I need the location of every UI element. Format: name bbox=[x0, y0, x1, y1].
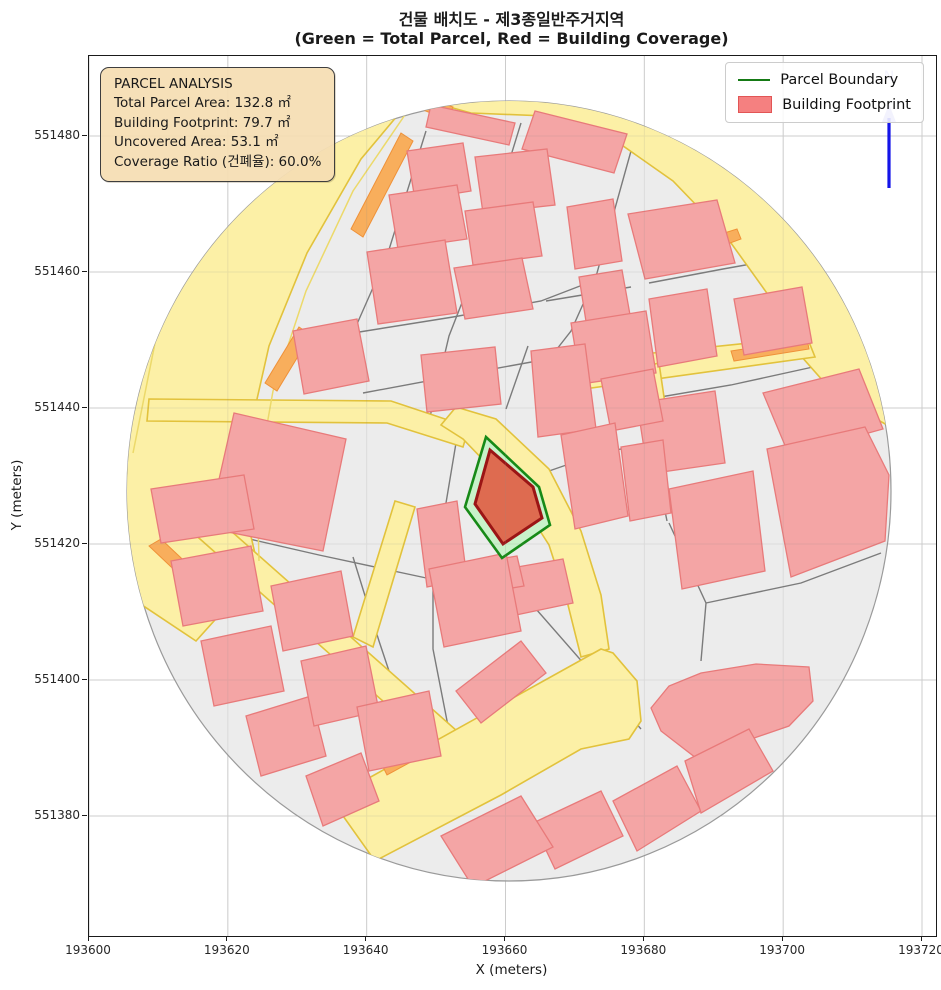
y-tick-mark bbox=[82, 678, 87, 680]
y-tick-label: 551480 bbox=[34, 128, 80, 142]
green-line-swatch bbox=[738, 79, 771, 81]
parcel-analysis-title: PARCEL ANALYSIS bbox=[114, 76, 233, 92]
x-axis-label: X (meters) bbox=[475, 962, 548, 978]
highlighted-building bbox=[473, 447, 544, 547]
chart-title: 건물 배치도 - 제3종일반주거지역 bbox=[398, 10, 625, 29]
x-tick-label: 193680 bbox=[620, 943, 667, 957]
coverage-ratio: Coverage Ratio (건폐율): 60.0% bbox=[114, 153, 322, 170]
x-tick-mark bbox=[87, 936, 89, 941]
x-tick-label: 193700 bbox=[759, 943, 806, 957]
legend-label: Building Footprint bbox=[782, 96, 911, 113]
y-tick-mark bbox=[82, 814, 87, 816]
legend-item-parcel-boundary: Parcel Boundary bbox=[738, 72, 911, 88]
uncovered-area: Uncovered Area: 53.1 ㎡ bbox=[114, 134, 279, 151]
y-axis-label: Y (meters) bbox=[9, 459, 25, 531]
x-tick-label: 193620 bbox=[203, 943, 250, 957]
map-svg: N bbox=[89, 56, 936, 936]
y-tick-mark bbox=[82, 406, 87, 408]
red-patch-swatch bbox=[738, 96, 773, 113]
x-tick-label: 193660 bbox=[481, 943, 528, 957]
legend: Parcel Boundary Building Footprint bbox=[725, 62, 924, 123]
y-tick-mark bbox=[82, 542, 87, 544]
x-tick-mark bbox=[365, 936, 367, 941]
x-tick-mark bbox=[920, 936, 922, 941]
building-footprint-area: Building Footprint: 79.7 ㎡ bbox=[114, 114, 291, 131]
y-tick-label: 551440 bbox=[34, 400, 80, 414]
plot-area: N bbox=[88, 55, 937, 937]
y-tick-label: 551380 bbox=[34, 808, 80, 822]
legend-item-building-footprint: Building Footprint bbox=[738, 96, 911, 113]
y-tick-label: 551460 bbox=[34, 264, 80, 278]
x-tick-mark bbox=[642, 936, 644, 941]
x-tick-label: 193600 bbox=[65, 943, 111, 957]
legend-label: Parcel Boundary bbox=[780, 72, 899, 88]
y-tick-mark bbox=[82, 134, 87, 136]
total-parcel-area: Total Parcel Area: 132.8 ㎡ bbox=[114, 95, 291, 112]
x-tick-label: 193640 bbox=[342, 943, 389, 957]
y-tick-mark bbox=[82, 270, 87, 272]
x-tick-mark bbox=[781, 936, 783, 941]
x-tick-mark bbox=[226, 936, 228, 941]
x-tick-mark bbox=[504, 936, 505, 941]
y-tick-label: 551420 bbox=[34, 536, 80, 550]
chart-subtitle: (Green = Total Parcel, Red = Building Co… bbox=[294, 29, 729, 48]
x-tick-label: 193720 bbox=[898, 943, 941, 957]
parcel-analysis-box: PARCEL ANALYSIS Total Parcel Area: 132.8… bbox=[100, 67, 336, 183]
y-tick-label: 551400 bbox=[34, 672, 80, 686]
